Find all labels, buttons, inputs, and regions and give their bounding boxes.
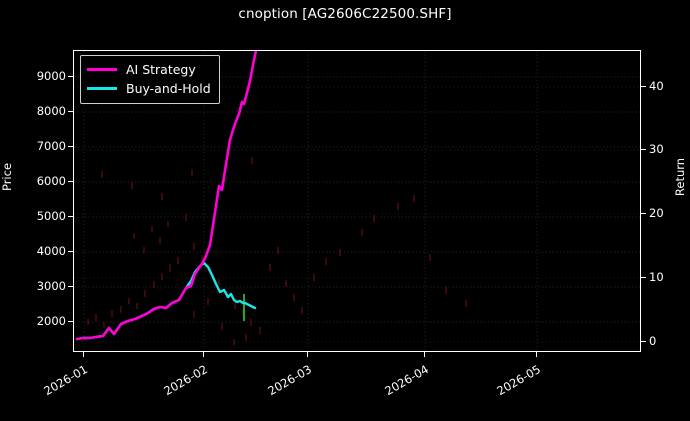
y-left-tick-label: 7000: [36, 139, 66, 153]
y-left-tick-mark: [68, 111, 73, 112]
x-tick-label: 2026-03: [265, 362, 314, 399]
price-candles: [87, 157, 467, 345]
y-right-tick-mark: [641, 149, 646, 150]
legend-item-buy-and-hold: Buy-and-Hold: [87, 79, 211, 98]
y-left-tick-mark: [68, 286, 73, 287]
y-right-tick-label: 20: [649, 206, 664, 220]
y-right-tick-label: 10: [649, 270, 664, 284]
x-tick-mark: [536, 352, 537, 357]
x-tick-mark: [307, 352, 308, 357]
y-right-tick-mark: [641, 341, 646, 342]
series-line-ai-strategy: [75, 51, 258, 341]
x-tick-label: 2026-02: [161, 362, 210, 399]
y-right-tick-label: 40: [649, 79, 664, 93]
volume-bar: [243, 294, 245, 321]
y-left-tick-label: 4000: [36, 244, 66, 258]
y-left-tick-mark: [68, 321, 73, 322]
x-tick-label: 2026-01: [41, 362, 90, 399]
chart-title: cnoption [AG2606C22500.SHF]: [238, 6, 452, 22]
y-left-tick-mark: [68, 76, 73, 77]
y-left-tick-mark: [68, 181, 73, 182]
grid-horizontal-secondary: [74, 86, 640, 343]
y-left-tick-mark: [68, 251, 73, 252]
series-canvas: [74, 51, 640, 351]
legend-item-ai-strategy: AI Strategy: [87, 60, 211, 79]
legend-swatch-buy-and-hold: [87, 87, 117, 90]
x-tick-mark: [203, 352, 204, 357]
x-tick-mark: [424, 352, 425, 357]
y-right-tick-mark: [641, 277, 646, 278]
legend-swatch-ai-strategy: [87, 68, 117, 71]
y-left-tick-mark: [68, 216, 73, 217]
y-right-tick-label: 0: [649, 334, 657, 348]
y-left-tick-label: 5000: [36, 209, 66, 223]
legend-label-buy-and-hold: Buy-and-Hold: [126, 81, 211, 96]
y-right-tick-label: 30: [649, 142, 664, 156]
x-tick-mark: [83, 352, 84, 357]
x-tick-label: 2026-05: [494, 362, 543, 399]
y-left-tick-label: 6000: [36, 174, 66, 188]
y-right-tick-mark: [641, 86, 646, 87]
legend-label-ai-strategy: AI Strategy: [126, 62, 196, 77]
y-left-tick-label: 9000: [36, 69, 66, 83]
y-left-tick-label: 2000: [36, 314, 66, 328]
grid-horizontal: [74, 76, 640, 323]
legend: AI Strategy Buy-and-Hold: [80, 55, 220, 104]
x-tick-label: 2026-04: [382, 362, 431, 399]
y-right-tick-mark: [641, 213, 646, 214]
y-left-tick-label: 3000: [36, 279, 66, 293]
y-left-tick-label: 8000: [36, 104, 66, 118]
y-left-tick-mark: [68, 146, 73, 147]
plot-area: [73, 50, 641, 352]
